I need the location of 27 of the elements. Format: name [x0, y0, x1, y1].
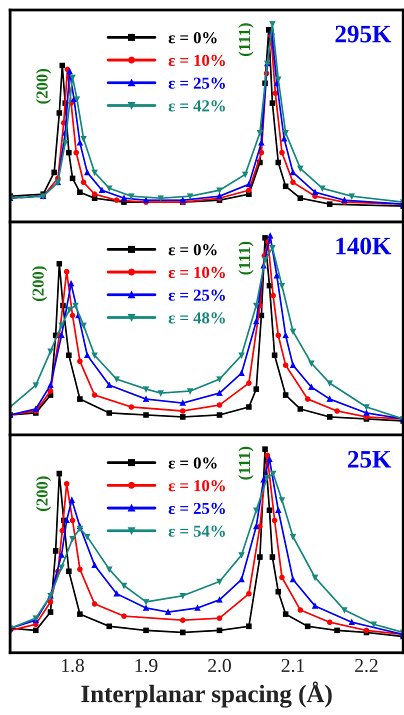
legend-label: ε = 0%: [168, 244, 217, 256]
legend-label: ε = 42%: [168, 100, 225, 112]
x-tick-label: 1.9: [136, 658, 158, 672]
annotation: (111): [238, 242, 254, 275]
annotation: (200): [32, 266, 48, 302]
annotation: 25K: [348, 450, 392, 468]
x-tick-label: 1.8: [62, 658, 84, 672]
legend-label: ε = 25%: [168, 78, 225, 89]
x-axis-title: Interplanar spacing (Å): [81, 682, 332, 708]
legend-label: ε = 25%: [168, 502, 225, 514]
annotation: (200): [36, 476, 52, 512]
legend-label: ε = 0%: [168, 457, 217, 469]
annotation: 140K: [336, 238, 392, 254]
legend-label: ε = 48%: [168, 312, 225, 324]
x-tick-label: 2.0: [208, 658, 231, 672]
legend-label: ε = 10%: [168, 480, 225, 492]
legend-label: ε = 0%: [168, 32, 217, 44]
legend-label: ε = 10%: [168, 266, 225, 278]
x-tick-label: 2.1: [282, 658, 304, 672]
x-tick-label: 2.2: [355, 658, 378, 672]
annotation: (111): [238, 446, 254, 480]
annotation: 295K: [336, 26, 392, 42]
legend-label: ε = 25%: [168, 290, 225, 301]
annotation: (200): [36, 68, 52, 104]
legend-label: ε = 10%: [168, 54, 225, 66]
legend-label: ε = 54%: [168, 526, 225, 537]
annotation: (111): [238, 23, 254, 56]
